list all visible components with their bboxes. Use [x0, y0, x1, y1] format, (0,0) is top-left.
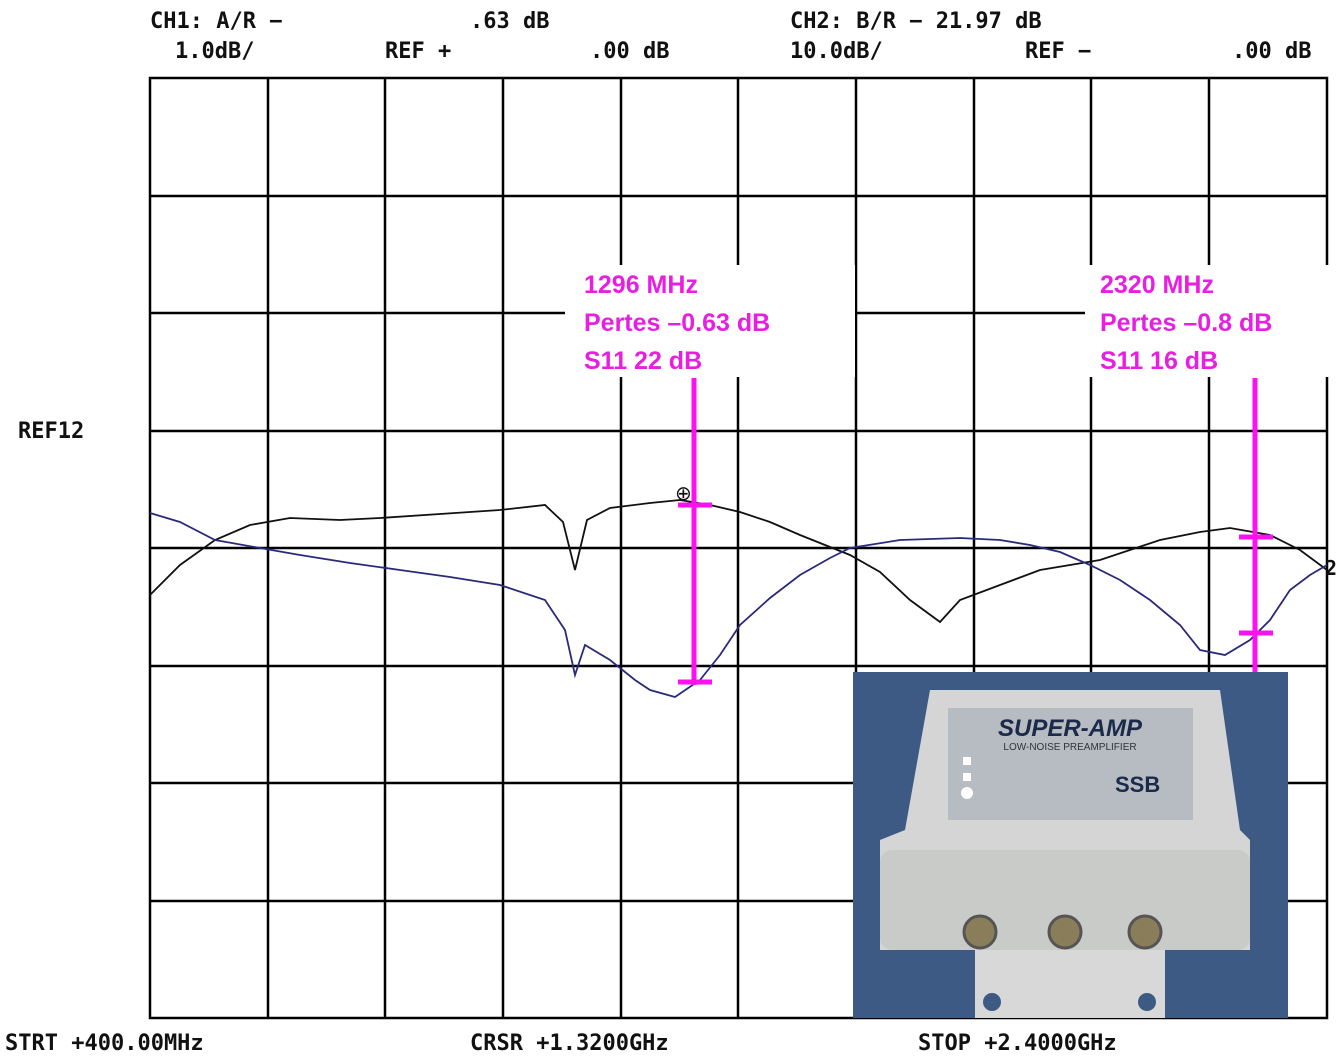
- photo: SUPER-AMP LOW-NOISE PREAMPLIFIER SSB: [853, 672, 1288, 1018]
- annotation-box: [565, 265, 855, 377]
- annotation-text: S11 22 dB: [584, 347, 702, 375]
- photo-checkbox: [963, 773, 971, 781]
- photo-checkbox: [961, 787, 973, 799]
- annotation-text: Pertes –0.8 dB: [1100, 309, 1272, 337]
- annotation-text: 2320 MHz: [1100, 271, 1214, 299]
- photo-connector: [1047, 914, 1083, 950]
- photo-brand: SSB: [1115, 772, 1160, 797]
- photo-hole: [983, 993, 1001, 1011]
- photo-subtitle: LOW-NOISE PREAMPLIFIER: [1003, 742, 1136, 753]
- trace-ch2: [149, 512, 1328, 698]
- ch1-scale: 1.0dB/: [175, 39, 254, 64]
- marker-lines: [678, 378, 1273, 685]
- annotation-box: [1085, 265, 1335, 377]
- annotation-text: 1296 MHz: [584, 271, 698, 299]
- ch2-ref: REF −: [1025, 39, 1091, 64]
- photo-title: SUPER-AMP: [998, 715, 1143, 742]
- stop-frequency: STOP +2.4000GHz: [918, 1031, 1117, 1056]
- annotation-text: Pertes –0.63 dB: [584, 309, 770, 337]
- side-label: REF12: [18, 419, 84, 444]
- ch1-ref-value: .00 dB: [590, 39, 669, 64]
- photo-hole: [1138, 993, 1156, 1011]
- cursor-frequency: CRSR +1.3200GHz: [470, 1031, 669, 1056]
- ch1-ref: REF +: [385, 39, 451, 64]
- ch2-scale: 10.0dB/: [790, 39, 883, 64]
- ch1-value: .63 dB: [470, 9, 549, 34]
- trace-ch1: [149, 499, 1328, 624]
- annotation-text: S11 16 dB: [1100, 347, 1218, 375]
- photo-connector: [1127, 914, 1163, 950]
- start-frequency: STRT +400.00MHz: [5, 1031, 204, 1056]
- photo-connector: [962, 914, 998, 950]
- ch1-label: CH1: A/R −: [150, 9, 282, 34]
- photo-checkbox: [963, 757, 971, 765]
- ch2-label: CH2: B/R − 21.97 dB: [790, 9, 1042, 34]
- photo-label: [948, 708, 1193, 820]
- trace-marker: 2: [1325, 556, 1337, 580]
- cursor-marker: ⊕: [675, 481, 692, 505]
- ch2-ref-value: .00 dB: [1232, 39, 1311, 64]
